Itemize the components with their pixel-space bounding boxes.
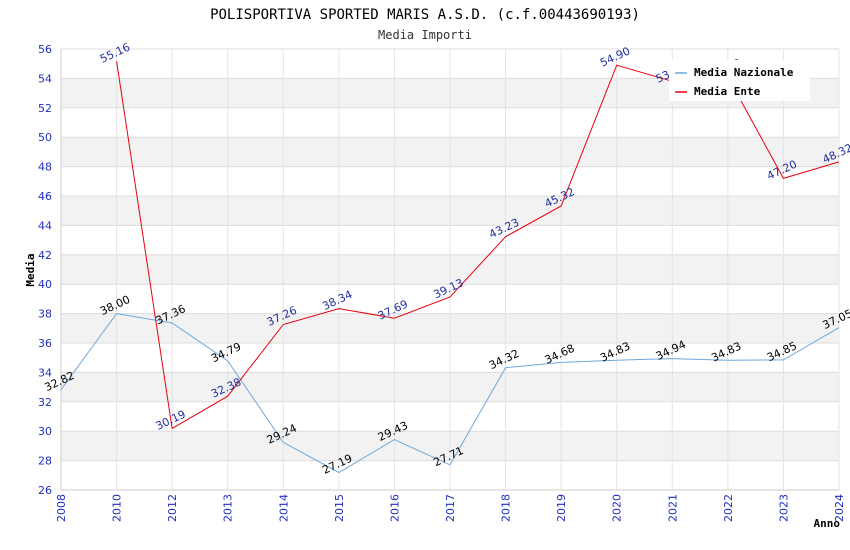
y-tick-label: 34 <box>38 366 52 379</box>
x-tick-label: 2013 <box>222 494 235 522</box>
y-tick-label: 42 <box>38 249 52 262</box>
legend: Media Nazionale Media Ente <box>669 60 810 101</box>
y-tick-label: 52 <box>38 102 52 115</box>
x-tick-label: 2019 <box>555 494 568 522</box>
x-tick-label: 2018 <box>500 494 513 522</box>
y-tick-label: 40 <box>38 278 52 291</box>
x-tick-label: 2024 <box>833 494 846 522</box>
y-tick-label: 50 <box>38 131 52 144</box>
x-tick-label: 2021 <box>666 494 679 522</box>
y-tick-label: 30 <box>38 425 52 438</box>
series-line-media-nazionale <box>60 313 840 474</box>
x-tick-label: 2022 <box>722 494 735 522</box>
x-tick-label: 2017 <box>444 494 457 522</box>
x-tick-label: 2012 <box>166 494 179 522</box>
x-tick-label: 2008 <box>55 494 68 522</box>
y-tick-label: 48 <box>38 161 52 174</box>
y-tick-label: 26 <box>38 484 52 497</box>
y-tick-label: 56 <box>38 43 52 56</box>
chart-subtitle: Media Importi <box>378 28 472 42</box>
y-tick-label: 36 <box>38 337 52 350</box>
y-tick-label: 32 <box>38 396 52 409</box>
x-axis-label: Anno <box>814 517 841 530</box>
y-axis-ticks: 26 28 30 32 34 36 38 40 42 44 46 48 50 52 54 56 <box>38 43 52 497</box>
legend-label-media-nazionale: Media Nazionale <box>694 66 794 79</box>
x-tick-label: 2020 <box>611 494 624 522</box>
data-label-media-ente: 54.90 <box>598 44 632 69</box>
y-tick-label: 44 <box>38 219 52 232</box>
y-tick-label: 46 <box>38 190 52 203</box>
x-tick-label: 2010 <box>111 494 124 522</box>
axes <box>60 49 839 491</box>
data-label-media-ente: 55.16 <box>98 41 132 66</box>
data-label-media-nazionale: 34.32 <box>487 347 521 372</box>
x-tick-label: 2015 <box>333 494 346 522</box>
x-axis-ticks: 2008 2010 2012 2013 2014 2015 2016 2017 2018 2019… <box>55 494 846 522</box>
data-label-media-ente: 30.19 <box>154 408 188 433</box>
y-tick-label: 54 <box>38 72 52 85</box>
y-tick-label: 28 <box>38 455 52 468</box>
x-tick-label: 2014 <box>277 494 290 522</box>
y-axis-label: Media <box>24 253 37 286</box>
y-tick-label: 38 <box>38 308 52 321</box>
legend-label-media-ente: Media Ente <box>694 85 761 98</box>
chart-title: POLISPORTIVA SPORTED MARIS A.S.D. (c.f.0… <box>210 7 640 23</box>
x-tick-label: 2023 <box>777 494 790 522</box>
x-tick-label: 2016 <box>388 494 401 522</box>
legend-box <box>669 60 810 101</box>
data-label-media-nazionale: 34.79 <box>209 340 243 365</box>
